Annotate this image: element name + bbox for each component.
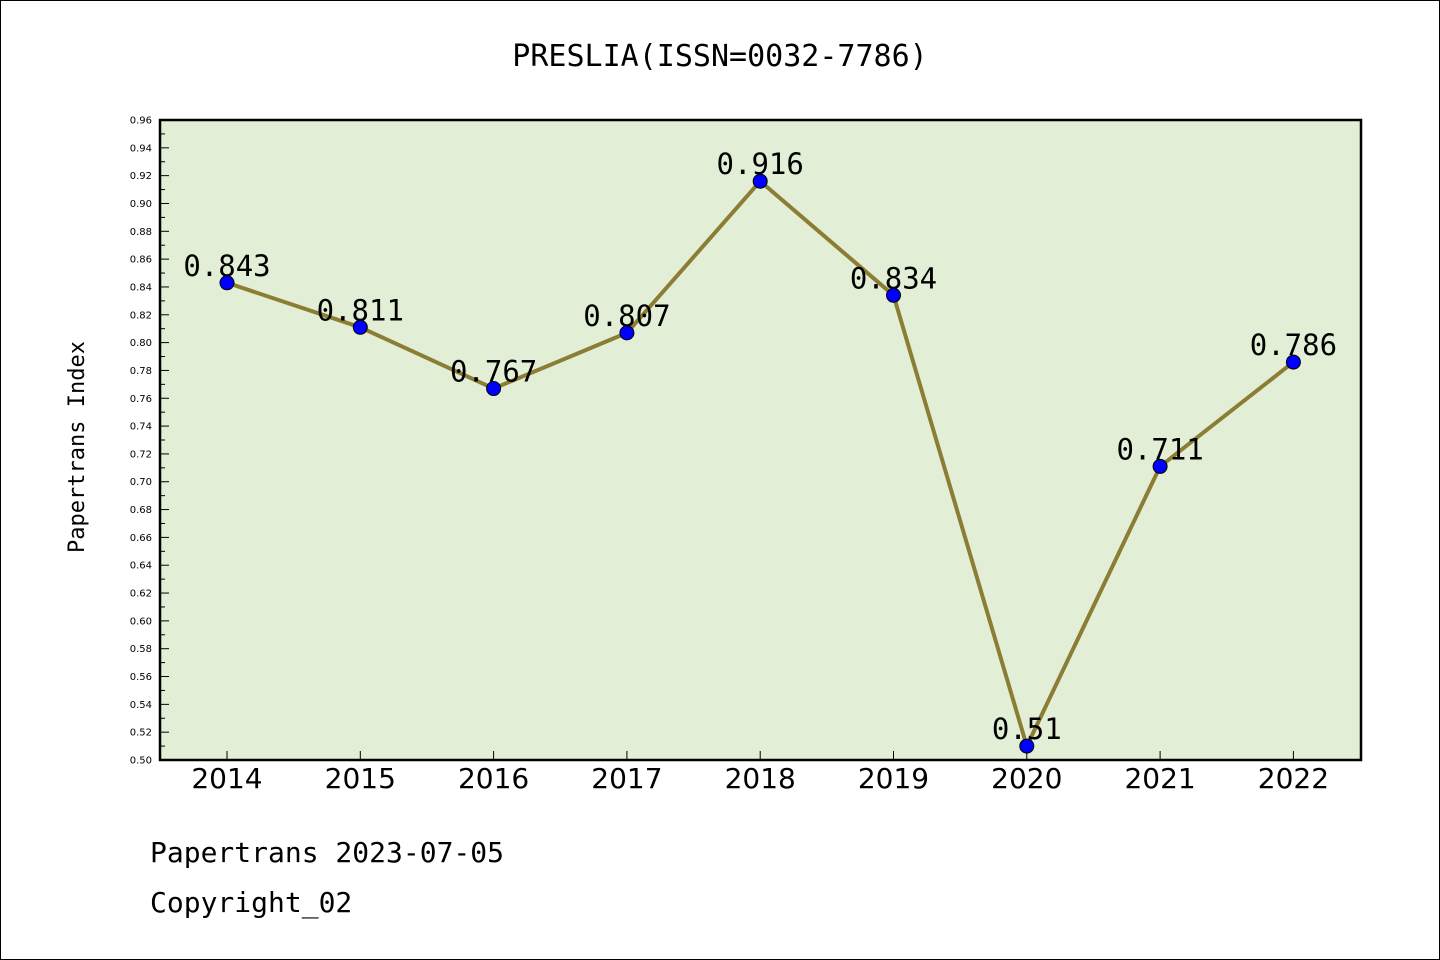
x-tick-label: 2022 (1258, 762, 1329, 795)
x-tick-label: 2021 (1124, 762, 1195, 795)
y-tick-label: 0.76 (130, 394, 152, 405)
data-point (352, 319, 368, 335)
data-label: 0.843 (183, 249, 270, 283)
y-tick-label: 0.80 (130, 338, 152, 349)
y-tick-label: 0.96 (130, 116, 152, 127)
x-tick-label: 2015 (325, 762, 396, 795)
y-tick-label: 0.86 (130, 255, 152, 266)
x-tick-label: 2020 (991, 762, 1062, 795)
data-label: 0.811 (317, 293, 404, 327)
y-tick-label: 0.92 (130, 171, 152, 182)
x-tick-label: 2018 (725, 762, 796, 795)
y-tick-label: 0.94 (130, 143, 152, 154)
y-tick-label: 0.70 (130, 477, 152, 488)
data-label: 0.51 (992, 712, 1062, 746)
data-label: 0.786 (1250, 328, 1337, 362)
y-tick-label: 0.54 (130, 700, 152, 711)
data-point (619, 325, 635, 341)
data-label: 0.711 (1116, 432, 1203, 466)
y-tick-label: 0.64 (130, 561, 152, 572)
data-label: 0.916 (717, 147, 804, 181)
y-tick-label: 0.52 (130, 728, 152, 739)
data-point (219, 275, 235, 291)
y-tick-label: 0.66 (130, 533, 152, 544)
x-tick-label: 2016 (458, 762, 529, 795)
data-label: 0.834 (850, 261, 937, 295)
data-point (1285, 354, 1301, 370)
footer-date: Papertrans 2023-07-05 (150, 836, 505, 869)
data-point (486, 381, 502, 397)
data-point (1019, 738, 1035, 754)
y-tick-label: 0.82 (130, 310, 152, 321)
plot-area (160, 120, 1361, 760)
footer-copyright: Copyright_02 (150, 886, 353, 919)
y-tick-label: 0.68 (130, 505, 152, 516)
y-tick-label: 0.58 (130, 644, 152, 655)
y-tick-label: 0.62 (130, 589, 152, 600)
y-axis-label: Papertrans Index (65, 341, 90, 553)
y-tick-label: 0.56 (130, 672, 152, 683)
data-label: 0.767 (450, 355, 537, 389)
x-axis: 2014 2015 2016 2017 2018 2019 2020 2021 2022 (191, 751, 1329, 795)
plot-border (158, 118, 1363, 762)
series: 0.843 0.811 0.767 0.807 0.916 0.834 0.51 0.711 0… (183, 147, 1337, 754)
data-point (886, 287, 901, 303)
y-tick-label: 0.50 (130, 756, 152, 767)
data-point (752, 173, 768, 189)
x-tick-label: 2014 (191, 762, 262, 795)
y-tick-label: 0.60 (130, 616, 152, 627)
y-tick-label: 0.72 (130, 449, 152, 460)
y-tick-label: 0.84 (130, 282, 152, 293)
chart-title: PRESLIA(ISSN=0032-7786) (512, 39, 927, 74)
y-tick-label: 0.88 (130, 227, 152, 238)
x-tick-label: 2019 (858, 762, 929, 795)
y-tick-label: 0.90 (130, 199, 152, 210)
data-label: 0.807 (583, 299, 670, 333)
x-tick-label: 2017 (591, 762, 662, 795)
y-tick-label: 0.74 (130, 422, 152, 433)
data-point (1152, 458, 1168, 474)
y-tick-label: 0.78 (130, 366, 152, 377)
